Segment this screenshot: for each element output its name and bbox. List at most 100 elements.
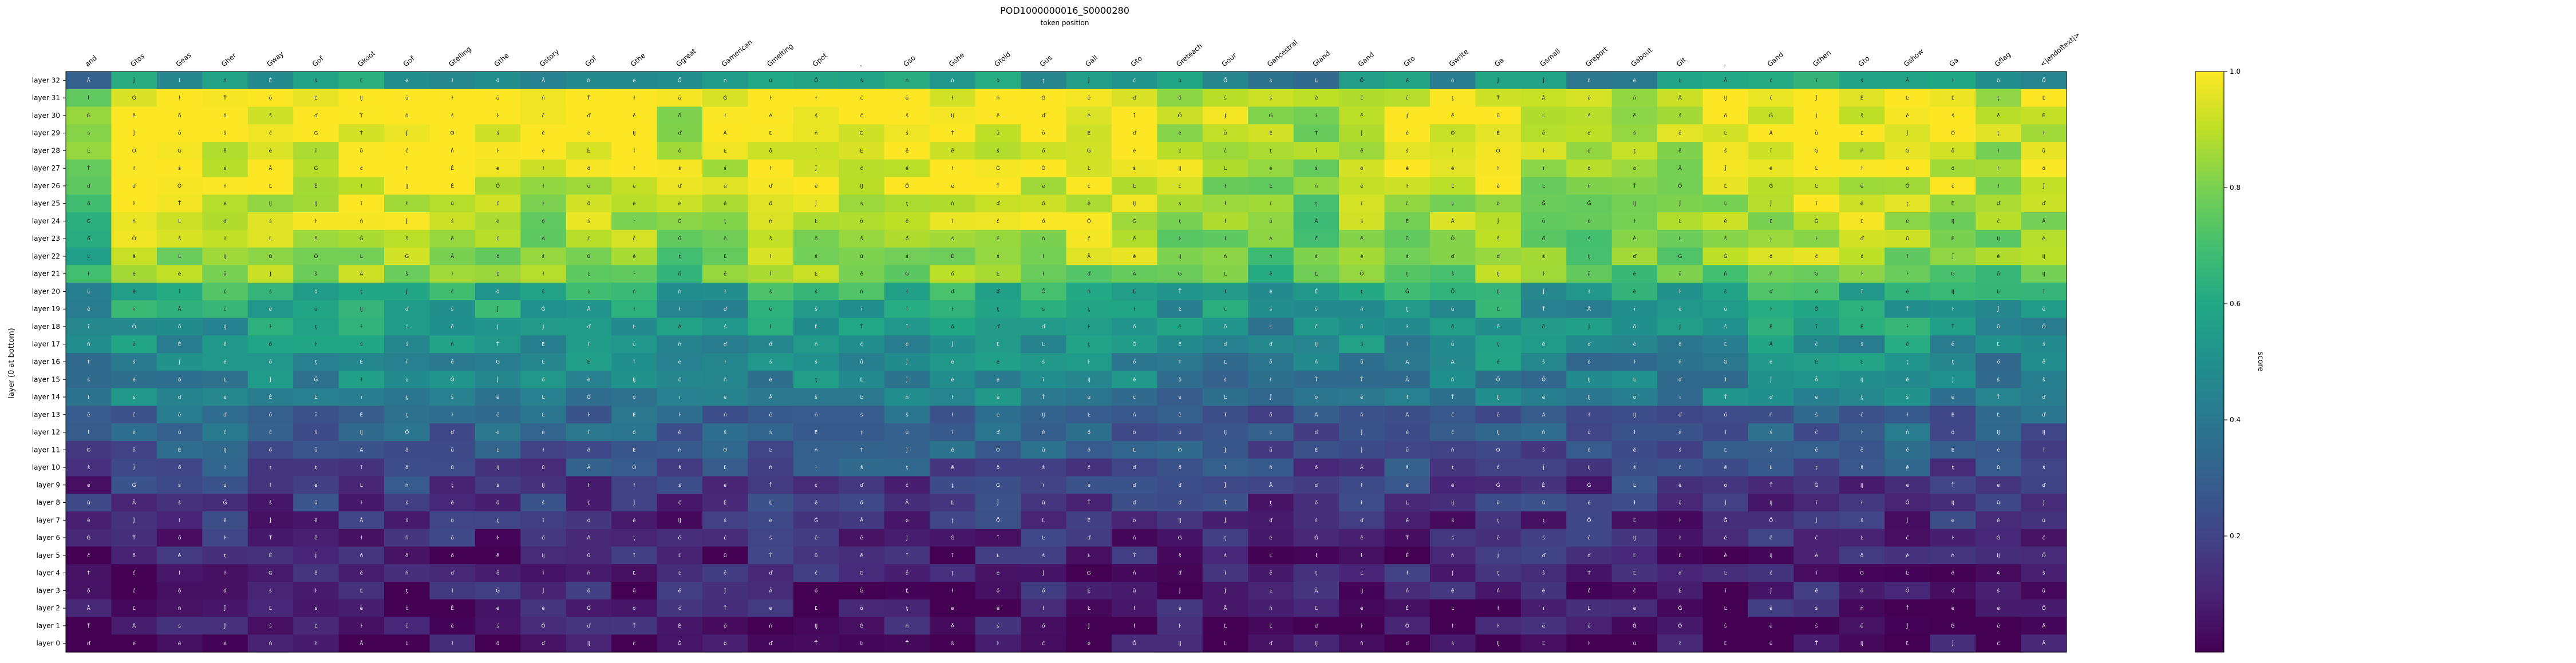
- heatmap-cell: [111, 283, 157, 301]
- heatmap-cell: [1657, 283, 1704, 301]
- cell-token-glyph: ě: [1042, 430, 1045, 436]
- cell-token-glyph: Ā: [587, 465, 591, 471]
- cell-token-glyph: ū: [1542, 219, 1546, 224]
- cell-token-glyph: ţ: [1497, 518, 1499, 523]
- cell-token-glyph: ś: [769, 430, 772, 436]
- cell-token-glyph: Ė: [1496, 130, 1500, 137]
- cell-token-glyph: Ő: [1905, 500, 1909, 506]
- cell-token-glyph: ė: [951, 606, 954, 612]
- cell-token-glyph: Ġ: [1314, 535, 1318, 541]
- cell-token-glyph: Ĳ: [1224, 430, 1227, 436]
- heatmap-cell: [202, 89, 248, 108]
- cell-token-glyph: ė: [1133, 148, 1136, 154]
- cell-token-glyph: ō: [132, 447, 136, 453]
- y-tick-label: layer 17: [32, 340, 60, 348]
- cell-token-glyph: Ġ: [950, 535, 954, 541]
- y-tick-label: layer 19: [32, 305, 60, 313]
- colorbar-tick-label: 0.8: [2230, 184, 2241, 192]
- cell-token-glyph: ū: [587, 553, 591, 559]
- heatmap-cell: [1793, 72, 1840, 90]
- x-tick-label: Ga: [1493, 56, 1506, 68]
- cell-token-glyph: Ŀ: [1042, 342, 1045, 348]
- cell-token-glyph: Ő: [723, 447, 727, 453]
- cell-token-glyph: ŝ: [1497, 236, 1500, 242]
- heatmap-cell: [1202, 106, 1249, 125]
- cell-token-glyph: ĩ: [1542, 166, 1544, 172]
- colorbar-label: score: [2256, 352, 2265, 372]
- heatmap-cell: [156, 265, 203, 283]
- heatmap-cell: [156, 229, 203, 248]
- heatmap-cell: [839, 142, 885, 160]
- heatmap-cell: [566, 159, 612, 178]
- cell-token-glyph: ő: [1587, 447, 1591, 453]
- cell-token-glyph: Ť: [723, 605, 727, 612]
- cell-token-glyph: Ĳ: [1042, 412, 1045, 418]
- cell-token-glyph: ě: [1906, 342, 1909, 348]
- heatmap-cell: [657, 106, 703, 125]
- cell-token-glyph: ő: [951, 324, 954, 330]
- cell-token-glyph: Ť: [177, 201, 181, 207]
- cell-token-glyph: ţ: [406, 412, 408, 418]
- cell-token-glyph: ē: [1633, 606, 1637, 612]
- cell-token-glyph: Ľ: [314, 96, 317, 101]
- cell-token-glyph: ś: [542, 253, 545, 260]
- heatmap-cell: [657, 89, 703, 108]
- cell-token-glyph: Ľ: [1860, 219, 1863, 224]
- cell-token-glyph: Ľ: [1997, 412, 2000, 418]
- cell-token-glyph: ŀ: [497, 148, 499, 154]
- heatmap-cell: [429, 283, 476, 301]
- cell-token-glyph: Ġ: [314, 376, 318, 383]
- cell-token-glyph: ţ: [633, 535, 635, 541]
- cell-token-glyph: Ġ: [1996, 535, 2000, 541]
- cell-token-glyph: Ĵ: [815, 165, 817, 172]
- cell-token-glyph: Ā: [769, 394, 773, 400]
- cell-token-glyph: ŝ: [860, 465, 863, 471]
- heatmap-cell: [930, 124, 976, 142]
- cell-token-glyph: ń: [1042, 236, 1045, 242]
- cell-token-glyph: Ġ: [314, 130, 318, 137]
- cell-token-glyph: ő: [1951, 571, 1955, 577]
- cell-token-glyph: Ġ: [542, 306, 546, 312]
- cell-token-glyph: ŀ: [452, 96, 453, 101]
- cell-token-glyph: ŝ: [178, 236, 181, 242]
- cell-token-glyph: ő: [860, 501, 863, 506]
- cell-token-glyph: ō: [1724, 483, 1728, 489]
- heatmap-cell: [1111, 72, 1157, 90]
- heatmap-cell: [1066, 265, 1112, 283]
- cell-token-glyph: ē: [1496, 535, 1500, 541]
- cell-token-glyph: Ľ: [1542, 113, 1545, 119]
- x-tick-label: Gand: [1766, 50, 1785, 68]
- heatmap-cell: [930, 283, 976, 301]
- heatmap-cell: [839, 177, 885, 195]
- cell-token-glyph: Ŀ: [360, 254, 363, 260]
- heatmap-cell: [429, 159, 476, 178]
- heatmap-cell: [475, 89, 521, 108]
- cell-token-glyph: Ŀ: [542, 395, 545, 400]
- heatmap-cell: [1475, 142, 1522, 160]
- heatmap-cell: [1839, 142, 1885, 160]
- cell-token-glyph: ō: [1178, 377, 1182, 383]
- cell-token-glyph: Ĵ: [1906, 623, 1909, 629]
- cell-token-glyph: ū: [1405, 447, 1409, 453]
- cell-token-glyph: ď: [1633, 254, 1637, 260]
- cell-token-glyph: Ŀ: [360, 483, 363, 489]
- heatmap-cell: [1248, 177, 1294, 195]
- cell-token-glyph: Ġ: [132, 482, 136, 489]
- cell-token-glyph: ŀ: [951, 395, 953, 400]
- cell-token-glyph: Ĵ: [269, 376, 271, 383]
- cell-token-glyph: Ā: [87, 605, 91, 612]
- heatmap-cell: [884, 247, 930, 265]
- cell-token-glyph: ţ: [679, 254, 681, 260]
- cell-token-glyph: ē: [2042, 360, 2046, 366]
- cell-token-glyph: ŀ: [1861, 272, 1863, 277]
- cell-token-glyph: ē: [1997, 606, 2000, 612]
- heatmap-cell: [520, 124, 567, 142]
- heatmap-cell: [1884, 142, 1931, 160]
- cell-token-glyph: Ā: [1906, 77, 1910, 84]
- cell-token-glyph: ń: [587, 571, 591, 577]
- heatmap-cell: [1702, 265, 1749, 283]
- cell-token-glyph: ē: [360, 606, 364, 612]
- cell-token-glyph: ĉ: [906, 482, 908, 489]
- cell-token-glyph: ĉ: [1951, 183, 1954, 189]
